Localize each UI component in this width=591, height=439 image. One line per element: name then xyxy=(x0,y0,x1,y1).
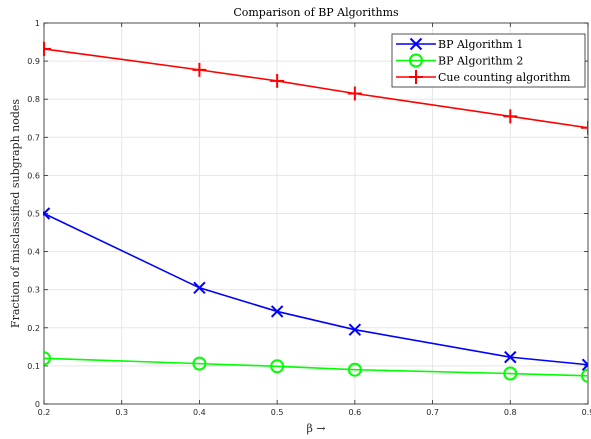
series-line xyxy=(43,357,588,377)
x-tick-label: 0.9 xyxy=(582,408,591,417)
data-point-plus-marker xyxy=(503,109,518,124)
marker-stroke xyxy=(348,323,362,336)
legend-item: Cue counting algorithm xyxy=(396,70,571,84)
data-point-circle-marker xyxy=(43,351,51,366)
legend-label: BP Algorithm 1 xyxy=(438,38,523,51)
legend-item: BP Algorithm 1 xyxy=(396,37,523,51)
x-tick-label: 0.7 xyxy=(426,408,439,417)
x-tick-label: 0.4 xyxy=(193,408,206,417)
data-point-plus-marker xyxy=(270,73,285,88)
data-point-circle-marker xyxy=(503,366,518,381)
data-point-plus-marker xyxy=(43,41,51,56)
data-point-x-marker xyxy=(504,350,517,364)
series-1 xyxy=(43,207,588,371)
legend-item: BP Algorithm 2 xyxy=(396,53,523,68)
series-3 xyxy=(43,41,588,135)
data-point-circle-marker xyxy=(409,53,423,68)
data-point-x-marker xyxy=(581,358,588,371)
y-tick-label: 0.6 xyxy=(27,171,40,180)
data-point-x-marker xyxy=(43,207,51,220)
x-tick-label: 0.6 xyxy=(348,408,361,417)
legend-label: Cue counting algorithm xyxy=(438,71,571,84)
legend-label: BP Algorithm 2 xyxy=(438,55,523,68)
y-tick-label: 0.2 xyxy=(27,324,40,333)
x-tick-label: 0.3 xyxy=(115,408,128,417)
chart-title: Comparison of BP Algorithms xyxy=(233,6,399,19)
data-point-plus-marker xyxy=(192,62,207,77)
axes: 0.2 0.3 0.4 0.5 0.6 0.7 0.8 0.9 0 0.1 0.2 0.3 0.4 0.5… xyxy=(27,19,591,417)
y-tick-label: 0 xyxy=(35,400,40,409)
data-point-plus-marker xyxy=(581,120,588,135)
marker-stroke xyxy=(581,363,588,371)
y-tick-label: 0.1 xyxy=(27,362,40,371)
x-tick-label: 0.2 xyxy=(38,408,51,417)
legend: BP Algorithm 1 BP Algorithm 2 Cue counting… xyxy=(391,33,586,88)
x-axis-label: β → xyxy=(306,422,325,435)
y-tick-label: 0.4 xyxy=(27,248,40,257)
marker-stroke xyxy=(270,305,284,318)
data-point-x-marker xyxy=(348,323,362,336)
marker-stroke xyxy=(193,281,206,295)
series-2 xyxy=(43,351,588,383)
y-tick-label: 0.7 xyxy=(27,133,40,142)
data-point-x-marker xyxy=(270,305,284,318)
data-point-x-marker xyxy=(193,281,206,295)
series-line xyxy=(43,48,588,129)
data-point-plus-marker xyxy=(347,86,362,101)
y-tick-label: 0.5 xyxy=(27,210,40,219)
data-point-x-marker xyxy=(409,37,423,51)
data-point-circle-marker xyxy=(581,368,588,383)
x-tick-label: 0.8 xyxy=(504,408,517,417)
marker-stroke xyxy=(504,350,517,364)
marker-stroke xyxy=(581,358,588,367)
marker-stroke xyxy=(409,37,423,51)
y-tick-label: 0.8 xyxy=(27,95,40,104)
data-point-plus-marker xyxy=(409,70,423,84)
data-point-circle-marker xyxy=(192,356,207,371)
y-tick-label: 0.3 xyxy=(27,286,40,295)
data-point-circle-marker xyxy=(347,362,362,377)
series-line xyxy=(43,212,588,366)
marker-stroke xyxy=(43,207,51,216)
series-layer xyxy=(43,41,588,383)
y-tick-label: 1 xyxy=(35,19,40,28)
y-axis-label: Fraction of misclassified subgraph nodes xyxy=(9,99,22,328)
data-point-circle-marker xyxy=(270,359,285,374)
x-tick-label: 0.5 xyxy=(271,408,284,417)
y-tick-label: 0.9 xyxy=(27,57,40,66)
